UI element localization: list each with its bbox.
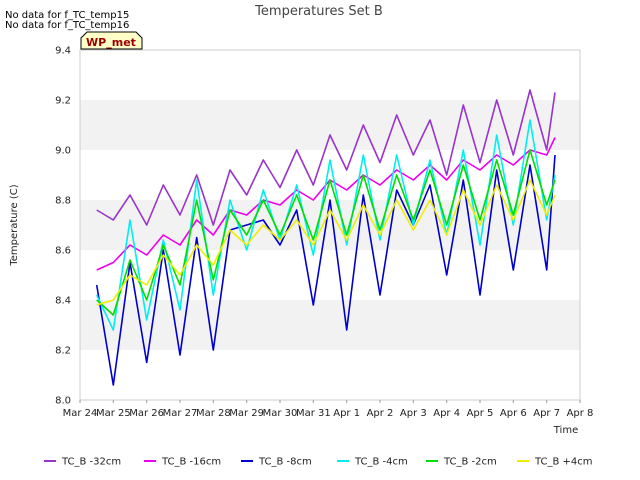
legend: TC_B -32cm TC_B -16cm TC_B -8cm TC_B -4cm TC…	[44, 457, 593, 468]
badge-box	[80, 31, 143, 50]
y-axis-label: Temperature (C)	[9, 184, 20, 266]
x-tick-label: Mar 28	[196, 408, 231, 419]
x-tick-label: Apr 6	[500, 408, 527, 419]
no-data-note-2: No data for f_TC_temp16	[5, 20, 129, 31]
grid-bands	[80, 100, 580, 350]
series-line-4	[96, 149, 556, 316]
legend-label: TC_B -4cm	[354, 457, 408, 468]
series-lines	[95, 89, 556, 386]
x-tick-label: Mar 24	[63, 408, 98, 419]
y-tick-label: 9.2	[55, 96, 71, 107]
legend-label: TC_B -8cm	[258, 457, 312, 468]
plot-frame	[79, 49, 581, 401]
x-tick-label: Mar 26	[129, 408, 164, 419]
x-tick-label: Mar 29	[229, 408, 264, 419]
y-tick-label: 8.2	[55, 346, 71, 357]
y-tick-label: 8.8	[55, 196, 71, 207]
series-line-5	[96, 179, 556, 306]
legend-label: TC_B -32cm	[61, 457, 121, 468]
y-tick-label: 8.6	[55, 246, 71, 257]
x-tick-label: Mar 25	[96, 408, 131, 419]
x-tick-label: Apr 5	[467, 408, 494, 419]
y-tick-label: 9.0	[55, 146, 71, 157]
x-tick-label: Apr 8	[567, 408, 594, 419]
legend-label: TC_B -16cm	[161, 457, 221, 468]
x-tick-label: Apr 4	[433, 408, 460, 419]
series-line-3	[95, 119, 556, 331]
no-data-note-1: No data for f_TC_temp15	[5, 10, 129, 21]
series-line-0	[96, 89, 556, 226]
legend-label: TC_B -2cm	[443, 457, 497, 468]
x-tick-label: Apr 2	[367, 408, 394, 419]
badge-label: WP_met	[86, 36, 136, 49]
x-tick-label: Apr 3	[400, 408, 427, 419]
legend-label: TC_B +4cm	[534, 457, 593, 468]
x-tick-label: Mar 30	[263, 408, 298, 419]
x-tick-label: Apr 7	[533, 408, 560, 419]
grid-band	[80, 100, 580, 150]
grid-band	[80, 200, 580, 250]
grid-band	[80, 300, 580, 350]
x-tick-label: Mar 27	[163, 408, 198, 419]
x-tick-label: Apr 1	[333, 408, 360, 419]
y-axis: 8.0 8.2 8.4 8.6 8.8 9.0 9.2 9.4	[55, 46, 71, 407]
y-tick-label: 9.4	[55, 46, 71, 57]
x-tick-label: Mar 31	[296, 408, 331, 419]
y-tick-label: 8.4	[55, 296, 71, 307]
x-axis-label: Time	[553, 425, 578, 436]
series-line-2	[95, 154, 556, 386]
chart-title: Temperatures Set B	[254, 4, 383, 19]
y-tick-label: 8.0	[55, 396, 71, 407]
wp-met-badge: WP_met	[80, 31, 143, 50]
